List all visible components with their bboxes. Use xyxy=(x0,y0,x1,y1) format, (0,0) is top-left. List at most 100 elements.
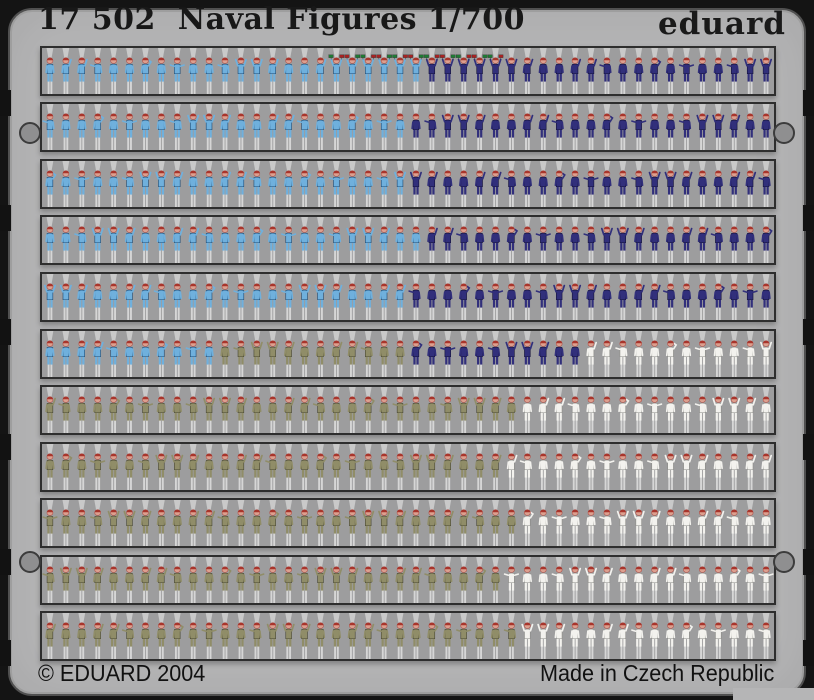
naval-figure xyxy=(156,613,166,659)
naval-figure xyxy=(728,387,741,433)
naval-figure xyxy=(472,500,485,546)
fret-strip xyxy=(40,272,776,322)
naval-figure xyxy=(77,613,87,659)
naval-figure xyxy=(554,387,566,433)
naval-figure xyxy=(108,104,119,150)
naval-figure xyxy=(360,331,373,377)
naval-figure xyxy=(249,557,265,603)
naval-figure xyxy=(140,217,151,263)
naval-figure xyxy=(760,48,773,94)
naval-figure xyxy=(74,217,87,263)
naval-figure xyxy=(409,161,422,207)
naval-figure xyxy=(204,161,214,207)
edge-notch xyxy=(803,549,814,575)
naval-figure xyxy=(155,161,168,207)
naval-figure xyxy=(522,387,532,433)
naval-figure xyxy=(586,444,596,490)
naval-figure xyxy=(554,613,566,659)
naval-figure xyxy=(236,161,247,207)
strip-figures xyxy=(45,161,771,207)
naval-figure xyxy=(140,274,152,320)
naval-figure xyxy=(315,217,326,263)
naval-figure xyxy=(185,387,198,433)
naval-figure xyxy=(347,613,359,659)
naval-figure xyxy=(443,274,453,320)
naval-figure xyxy=(745,613,755,659)
naval-figure xyxy=(45,217,55,263)
eduard-logo: eduard xyxy=(657,6,786,42)
naval-figure xyxy=(411,217,421,263)
naval-figure xyxy=(363,613,375,659)
naval-figure xyxy=(188,48,198,94)
naval-figure xyxy=(631,613,644,659)
naval-figure xyxy=(681,613,694,659)
naval-figure xyxy=(411,557,422,603)
naval-figure xyxy=(395,500,407,546)
naval-figure xyxy=(155,444,168,490)
naval-figure xyxy=(697,161,708,207)
naval-figure xyxy=(124,387,135,433)
naval-figure xyxy=(45,161,57,207)
naval-figure xyxy=(745,217,755,263)
naval-figure xyxy=(59,274,72,320)
naval-figure xyxy=(602,274,612,320)
naval-figure xyxy=(282,613,295,659)
strip-figures xyxy=(45,217,773,263)
naval-figure xyxy=(281,217,297,263)
naval-figure xyxy=(220,217,230,263)
naval-figure xyxy=(236,387,247,433)
naval-figure xyxy=(59,557,72,603)
naval-figure xyxy=(121,104,138,150)
naval-figure xyxy=(427,500,437,546)
naval-figure xyxy=(665,331,678,377)
naval-figure xyxy=(268,217,278,263)
naval-figure xyxy=(268,557,278,603)
naval-figure xyxy=(729,444,739,490)
naval-figure xyxy=(647,444,660,490)
naval-figure xyxy=(506,274,517,320)
naval-figure xyxy=(392,387,408,433)
naval-figure xyxy=(537,613,550,659)
naval-figure xyxy=(696,104,709,150)
naval-figure xyxy=(395,557,407,603)
naval-figure xyxy=(569,274,582,320)
edge-notch xyxy=(0,90,11,116)
naval-figure xyxy=(284,331,295,377)
tooling-hole xyxy=(19,551,41,573)
naval-figure xyxy=(554,444,564,490)
naval-figure xyxy=(586,500,596,546)
naval-figure xyxy=(586,104,596,150)
naval-figure xyxy=(172,500,182,546)
naval-figure xyxy=(586,274,598,320)
naval-figure xyxy=(474,217,485,263)
naval-figure xyxy=(441,104,454,150)
naval-figure xyxy=(315,331,326,377)
naval-figure xyxy=(745,161,757,207)
naval-figure xyxy=(298,274,311,320)
naval-figure xyxy=(678,557,692,603)
naval-figure xyxy=(347,557,359,603)
naval-figure xyxy=(427,331,437,377)
naval-figure xyxy=(140,500,152,546)
edge-notch xyxy=(803,205,814,231)
naval-figure xyxy=(616,217,629,263)
naval-figure xyxy=(586,387,596,433)
naval-figure xyxy=(268,387,278,433)
naval-figure xyxy=(713,331,723,377)
naval-figure xyxy=(570,500,580,546)
naval-figure xyxy=(45,387,56,433)
naval-figure xyxy=(93,274,103,320)
naval-figure xyxy=(443,217,454,263)
naval-figure xyxy=(363,104,373,150)
naval-figure xyxy=(315,48,327,94)
naval-figure xyxy=(697,557,708,603)
naval-figure xyxy=(554,217,564,263)
naval-figure xyxy=(729,613,739,659)
naval-figure xyxy=(650,331,660,377)
naval-figure xyxy=(665,387,676,433)
naval-figure xyxy=(74,161,90,207)
naval-figure xyxy=(252,387,262,433)
naval-figure xyxy=(252,444,263,490)
naval-figure xyxy=(93,613,104,659)
fret-strip xyxy=(40,442,776,492)
